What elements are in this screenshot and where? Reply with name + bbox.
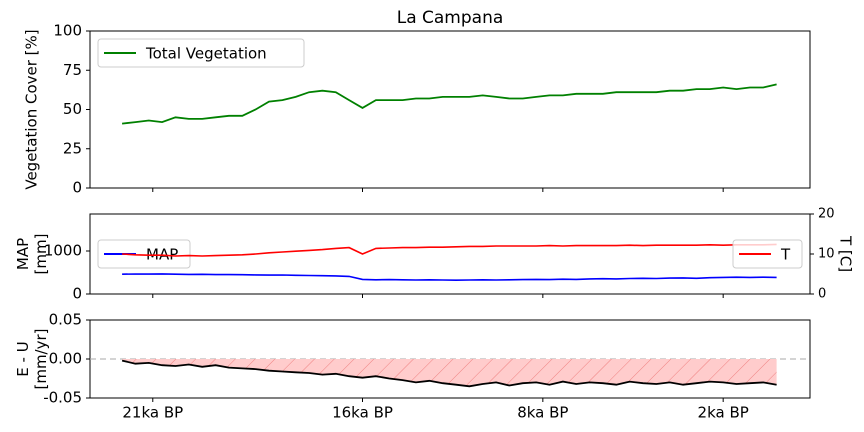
- y2-tick-label: 0: [818, 287, 826, 302]
- axis-label-line: E - U: [14, 341, 32, 376]
- line: [122, 273, 777, 282]
- area-hatch: [122, 359, 777, 387]
- y-tick-label: 0.05: [49, 311, 82, 329]
- plot-area: [89, 213, 811, 295]
- legend-box: [97, 239, 191, 269]
- line: [121, 83, 777, 125]
- y-tick-label: 0: [72, 285, 82, 303]
- y-tick-label: 0: [72, 179, 82, 197]
- legend-label: Total Vegetation: [145, 45, 267, 63]
- axis-label: T [C]: [837, 235, 855, 272]
- y-tick-label: 1000: [44, 241, 82, 259]
- axis-label-line: MAP: [14, 238, 32, 270]
- y-tick-label: -0.05: [43, 389, 82, 407]
- axis-label: E - U[mm/yr]: [14, 328, 50, 389]
- x-tick-label: 2ka BP: [698, 404, 749, 422]
- y-tick-label: 25: [63, 139, 82, 157]
- y2-tick-label: 20: [818, 207, 835, 222]
- line: [121, 359, 777, 388]
- legend-label: T: [780, 246, 791, 264]
- axis-label: Vegetation Cover [%]: [23, 29, 41, 189]
- y-tick-label: 100: [53, 22, 82, 40]
- y-tick-label: 0.00: [49, 350, 82, 368]
- y-tick-label: 75: [63, 61, 82, 79]
- legend-box: [97, 38, 305, 68]
- axis-label-line: [mm]: [32, 234, 50, 275]
- y2-tick-label: 10: [818, 247, 835, 262]
- axis-label: MAP[mm]: [14, 234, 50, 275]
- x-tick-label: 8ka BP: [517, 404, 568, 422]
- line: [122, 243, 777, 257]
- y-tick-label: 50: [63, 100, 82, 118]
- x-tick-label: 21ka BP: [122, 404, 183, 422]
- x-tick-label: 16ka BP: [332, 404, 393, 422]
- axis-label-line: [mm/yr]: [32, 328, 50, 389]
- chart-title: La Campana: [397, 8, 504, 28]
